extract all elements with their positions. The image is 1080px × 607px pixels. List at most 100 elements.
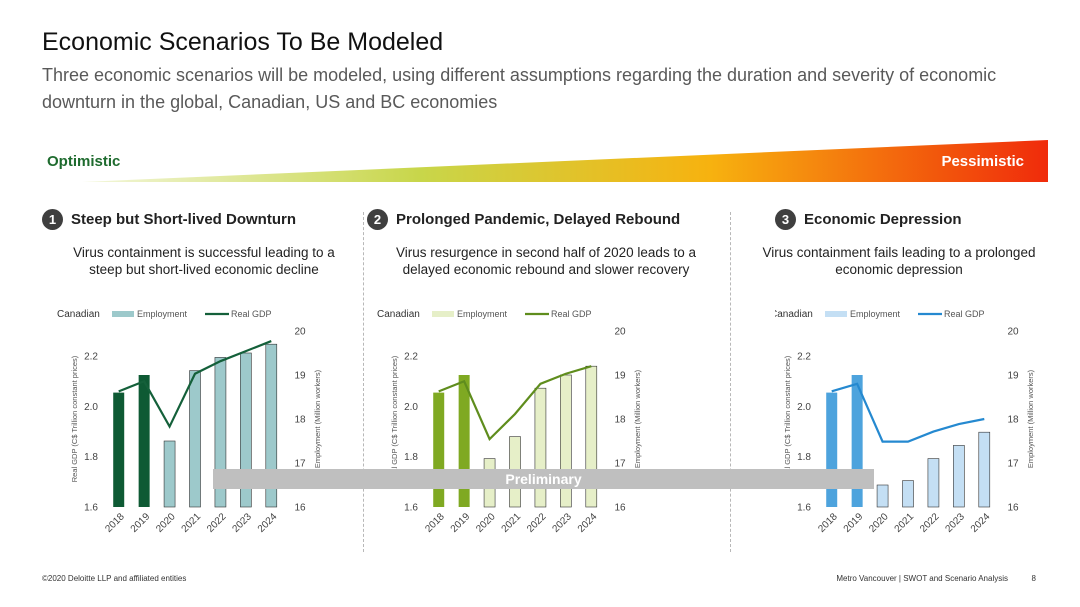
y2-tick-label: 16	[1007, 503, 1019, 514]
x-tick-label: 2018	[816, 511, 840, 535]
y-axis-title: Real GDP (C$ Trillion constant prices)	[390, 355, 399, 482]
y-axis-title: Real GDP (C$ Trillion constant prices)	[783, 355, 792, 482]
scenario-title: Prolonged Pandemic, Delayed Rebound	[396, 210, 681, 228]
y2-axis-title: Employment (Million workers)	[1026, 369, 1035, 468]
x-tick-label: 2020	[867, 511, 891, 535]
scenario-panel-1: 1 Steep but Short-lived Downturn Virus c…	[42, 206, 392, 546]
scenario-panel-2: 2 Prolonged Pandemic, Delayed Rebound Vi…	[367, 206, 717, 546]
pessimistic-label: Pessimistic	[941, 153, 1024, 170]
y2-tick-label: 20	[614, 327, 626, 338]
x-tick-label: 2023	[230, 511, 254, 535]
y2-tick-label: 19	[614, 371, 626, 382]
y-tick-label: 1.8	[84, 452, 98, 463]
x-tick-label: 2020	[154, 511, 178, 535]
y2-tick-label: 17	[614, 459, 626, 470]
y2-tick-label: 17	[294, 459, 306, 470]
employment-bar	[113, 392, 125, 507]
x-tick-label: 2021	[500, 511, 524, 535]
scenario-description: Virus containment fails leading to a pro…	[762, 245, 1036, 277]
y2-tick-label: 17	[1007, 459, 1019, 470]
legend-employment: Employment	[457, 309, 508, 319]
scenario-chart-2: Canadian Employment Real GDP 1.6 1.8 2.0 2.2 16…	[377, 309, 642, 535]
y2-tick-label: 16	[614, 503, 626, 514]
y2-tick-label: 18	[1007, 415, 1019, 426]
employment-bar	[534, 387, 547, 508]
y-tick-label: 2.2	[84, 352, 98, 363]
scenario-heading: 2 Prolonged Pandemic, Delayed Rebound	[367, 206, 680, 232]
legend-title: Canadian	[57, 309, 100, 320]
real-gdp-line	[118, 340, 272, 429]
scenario-chart-1: Canadian Employment Real GDP 1.6 1.8 2.0 2.2 16…	[57, 309, 322, 535]
y-tick-label: 1.6	[84, 503, 98, 514]
scenario-title: Economic Depression	[804, 210, 962, 228]
x-tick-label: 2018	[103, 511, 127, 535]
scenario-number-badge: 2	[367, 208, 388, 230]
legend-swatch-employment	[825, 311, 847, 317]
x-tick-label: 2021	[893, 511, 917, 535]
employment-bar	[458, 375, 470, 507]
legend-gdp: Real GDP	[944, 309, 985, 319]
chart-legend: Canadian Employment Real GDP	[57, 309, 272, 320]
y2-axis-title: Employment (Million workers)	[633, 369, 642, 468]
scenario-description: Virus resurgence in second half of 2020 …	[396, 245, 696, 277]
employment-bar	[265, 343, 278, 508]
scenario-description: Virus containment is successful leading …	[73, 245, 335, 277]
x-tick-label: 2018	[423, 511, 447, 535]
x-tick-label: 2024	[576, 511, 600, 535]
y2-tick-label: 20	[1007, 327, 1019, 338]
panel-divider	[363, 212, 364, 552]
y2-tick-label: 19	[294, 371, 306, 382]
employment-bar	[927, 458, 940, 508]
y-tick-label: 2.0	[404, 402, 418, 413]
x-tick-label: 2019	[129, 511, 153, 535]
footer-source: Metro Vancouver | SWOT and Scenario Anal…	[836, 574, 1008, 583]
page-title: Economic Scenarios To Be Modeled	[42, 28, 444, 56]
scenario-title: Steep but Short-lived Downturn	[71, 210, 296, 228]
employment-bar	[138, 375, 150, 507]
y2-axis-title: Employment (Million workers)	[313, 369, 322, 468]
optimistic-label: Optimistic	[47, 153, 121, 170]
y-tick-label: 1.8	[404, 452, 418, 463]
employment-bar	[851, 375, 863, 507]
employment-bar	[240, 352, 252, 508]
real-gdp-line	[831, 382, 985, 443]
y-tick-label: 2.2	[404, 352, 418, 363]
employment-bar	[978, 431, 991, 508]
y2-tick-label: 18	[294, 415, 306, 426]
y-tick-label: 2.2	[797, 352, 811, 363]
x-tick-label: 2022	[918, 511, 942, 535]
preliminary-banner: Preliminary	[213, 469, 874, 489]
y-tick-label: 1.6	[404, 503, 418, 514]
x-tick-label: 2020	[474, 511, 498, 535]
x-tick-label: 2021	[180, 511, 204, 535]
scenario-chart-3: Canadian Employment Real GDP 1.6 1.8 2.0 2.2 16…	[775, 309, 1035, 535]
y-tick-label: 2.0	[797, 402, 811, 413]
employment-bar	[560, 374, 572, 508]
y-tick-label: 2.0	[84, 402, 98, 413]
page-number: 8	[1031, 574, 1036, 583]
y2-tick-label: 18	[614, 415, 626, 426]
x-tick-label: 2024	[256, 511, 280, 535]
y2-tick-label: 19	[1007, 371, 1019, 382]
y2-tick-label: 20	[294, 327, 306, 338]
y-tick-label: 1.8	[797, 452, 811, 463]
y-tick-label: 1.6	[797, 503, 811, 514]
scenario-heading: 1 Steep but Short-lived Downturn	[42, 206, 296, 232]
x-tick-label: 2022	[205, 511, 229, 535]
legend-title: Canadian	[377, 309, 420, 320]
employment-bar	[214, 357, 227, 508]
scenario-heading: 3 Economic Depression	[775, 206, 962, 232]
employment-bar	[953, 445, 965, 508]
legend-employment: Employment	[137, 309, 188, 319]
chart-legend: Canadian Employment Real GDP	[775, 309, 985, 320]
employment-bar	[876, 484, 889, 508]
x-tick-label: 2019	[842, 511, 866, 535]
legend-swatch-employment	[432, 311, 454, 317]
scenario-panel-3: 3 Economic Depression Virus containment …	[763, 206, 1080, 546]
x-tick-label: 2023	[550, 511, 574, 535]
x-tick-label: 2019	[449, 511, 473, 535]
legend-gdp: Real GDP	[231, 309, 272, 319]
legend-title: Canadian	[775, 309, 813, 320]
optimism-gradient-band	[82, 140, 1048, 182]
real-gdp-line	[438, 365, 592, 442]
